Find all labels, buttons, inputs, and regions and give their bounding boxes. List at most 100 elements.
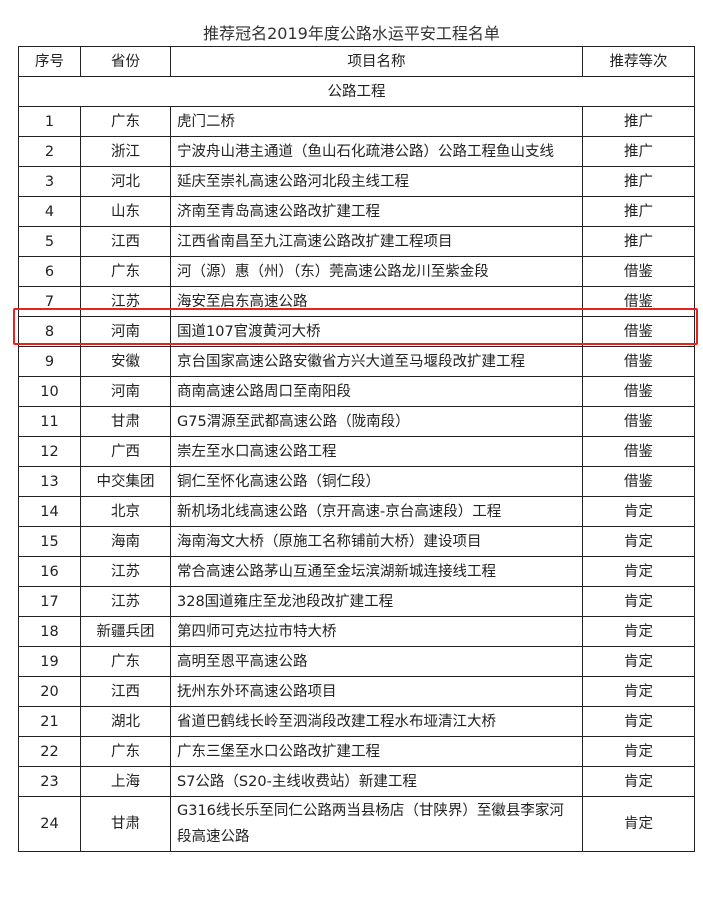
row-project: 京台国家高速公路安徽省方兴大道至马堰段改扩建工程 — [170, 346, 583, 377]
row-project: 商南高速公路周口至南阳段 — [170, 376, 583, 407]
row-level: 推广 — [582, 106, 695, 137]
row-project: 抚州东外环高速公路项目 — [170, 676, 583, 707]
row-number: 22 — [18, 736, 81, 767]
table-row: 5 江西 江西省南昌至九江高速公路改扩建工程项目 推广 — [18, 226, 695, 257]
row-number: 19 — [18, 646, 81, 677]
row-level: 肯定 — [582, 526, 695, 557]
table-row: 12 广西 崇左至水口高速公路工程 借鉴 — [18, 436, 695, 467]
row-project: G75渭源至武都高速公路（陇南段） — [170, 406, 583, 437]
row-project: 虎门二桥 — [170, 106, 583, 137]
table-row: 22 广东 广东三堡至水口公路改扩建工程 肯定 — [18, 736, 695, 767]
row-province: 浙江 — [80, 136, 171, 167]
table-row: 4 山东 济南至青岛高速公路改扩建工程 推广 — [18, 196, 695, 227]
row-project: 常合高速公路茅山互通至金坛滨湖新城连接线工程 — [170, 556, 583, 587]
table-row: 14 北京 新机场北线高速公路（京开高速-京台高速段）工程 肯定 — [18, 496, 695, 527]
row-level: 肯定 — [582, 496, 695, 527]
table-row: 13 中交集团 铜仁至怀化高速公路（铜仁段） 借鉴 — [18, 466, 695, 497]
row-province: 山东 — [80, 196, 171, 227]
table-row: 8 河南 国道107官渡黄河大桥 借鉴 — [18, 316, 695, 347]
row-project: 328国道雍庄至龙池段改扩建工程 — [170, 586, 583, 617]
row-level: 借鉴 — [582, 406, 695, 437]
row-province: 甘肃 — [80, 406, 171, 437]
row-level: 肯定 — [582, 706, 695, 737]
row-project: 铜仁至怀化高速公路（铜仁段） — [170, 466, 583, 497]
table-row: 10 河南 商南高速公路周口至南阳段 借鉴 — [18, 376, 695, 407]
row-number: 24 — [18, 796, 81, 852]
row-project: 高明至恩平高速公路 — [170, 646, 583, 677]
row-level: 肯定 — [582, 586, 695, 617]
row-number: 21 — [18, 706, 81, 737]
row-project: 济南至青岛高速公路改扩建工程 — [170, 196, 583, 227]
table-row: 20 江西 抚州东外环高速公路项目 肯定 — [18, 676, 695, 707]
row-number: 8 — [18, 316, 81, 347]
row-province: 北京 — [80, 496, 171, 527]
row-number: 3 — [18, 166, 81, 197]
row-number: 6 — [18, 256, 81, 287]
row-province: 河北 — [80, 166, 171, 197]
table-row: 16 江苏 常合高速公路茅山互通至金坛滨湖新城连接线工程 肯定 — [18, 556, 695, 587]
row-level: 肯定 — [582, 796, 695, 852]
row-project: 延庆至崇礼高速公路河北段主线工程 — [170, 166, 583, 197]
row-level: 借鉴 — [582, 436, 695, 467]
row-number: 20 — [18, 676, 81, 707]
row-project: 海南海文大桥（原施工名称铺前大桥）建设项目 — [170, 526, 583, 557]
row-project: S7公路（S20-主线收费站）新建工程 — [170, 766, 583, 797]
table-row: 3 河北 延庆至崇礼高速公路河北段主线工程 推广 — [18, 166, 695, 197]
table-row: 18 新疆兵团 第四师可克达拉市特大桥 肯定 — [18, 616, 695, 647]
row-level: 借鉴 — [582, 316, 695, 347]
row-level: 肯定 — [582, 676, 695, 707]
row-number: 10 — [18, 376, 81, 407]
row-province: 中交集团 — [80, 466, 171, 497]
section-title: 公路工程 — [18, 76, 695, 107]
row-number: 18 — [18, 616, 81, 647]
row-province: 河南 — [80, 376, 171, 407]
row-province: 上海 — [80, 766, 171, 797]
row-number: 15 — [18, 526, 81, 557]
row-project: 海安至启东高速公路 — [170, 286, 583, 317]
row-level: 借鉴 — [582, 256, 695, 287]
row-province: 江西 — [80, 676, 171, 707]
table-row: 1 广东 虎门二桥 推广 — [18, 106, 695, 137]
table-header: 序号 省份 项目名称 推荐等次 — [18, 46, 695, 77]
row-level: 肯定 — [582, 646, 695, 677]
row-province: 江苏 — [80, 586, 171, 617]
row-level: 借鉴 — [582, 346, 695, 377]
row-province: 广东 — [80, 256, 171, 287]
row-level: 肯定 — [582, 736, 695, 767]
row-project: G316线长乐至同仁公路两当县杨店（甘陕界）至徽县李家河段高速公路 — [170, 796, 583, 852]
header-project: 项目名称 — [170, 46, 583, 77]
row-level: 推广 — [582, 166, 695, 197]
row-province: 河南 — [80, 316, 171, 347]
table-row: 7 江苏 海安至启东高速公路 借鉴 — [18, 286, 695, 317]
table-row: 24 甘肃 G316线长乐至同仁公路两当县杨店（甘陕界）至徽县李家河段高速公路 肯定 — [18, 796, 695, 852]
row-number: 5 — [18, 226, 81, 257]
row-number: 1 — [18, 106, 81, 137]
table-row: 15 海南 海南海文大桥（原施工名称铺前大桥）建设项目 肯定 — [18, 526, 695, 557]
row-level: 肯定 — [582, 766, 695, 797]
row-project: 新机场北线高速公路（京开高速-京台高速段）工程 — [170, 496, 583, 527]
row-project: 第四师可克达拉市特大桥 — [170, 616, 583, 647]
row-project: 广东三堡至水口公路改扩建工程 — [170, 736, 583, 767]
row-province: 甘肃 — [80, 796, 171, 852]
table-row: 9 安徽 京台国家高速公路安徽省方兴大道至马堰段改扩建工程 借鉴 — [18, 346, 695, 377]
row-province: 湖北 — [80, 706, 171, 737]
header-level: 推荐等次 — [582, 46, 695, 77]
row-project: 省道巴鹤线长岭至泗淌段改建工程水布垭清江大桥 — [170, 706, 583, 737]
row-project: 宁波舟山港主通道（鱼山石化疏港公路）公路工程鱼山支线 — [170, 136, 583, 167]
project-table: 序号 省份 项目名称 推荐等次 公路工程 1 广东 虎门二桥 推广 2 浙江 宁波舟山港主通… — [18, 46, 695, 852]
row-number: 16 — [18, 556, 81, 587]
row-number: 23 — [18, 766, 81, 797]
row-number: 2 — [18, 136, 81, 167]
row-level: 肯定 — [582, 616, 695, 647]
row-province: 江西 — [80, 226, 171, 257]
row-project: 崇左至水口高速公路工程 — [170, 436, 583, 467]
row-number: 17 — [18, 586, 81, 617]
row-province: 江苏 — [80, 556, 171, 587]
row-province: 广东 — [80, 646, 171, 677]
table-row: 2 浙江 宁波舟山港主通道（鱼山石化疏港公路）公路工程鱼山支线 推广 — [18, 136, 695, 167]
row-level: 肯定 — [582, 556, 695, 587]
section-row: 公路工程 — [18, 76, 695, 107]
row-project: 江西省南昌至九江高速公路改扩建工程项目 — [170, 226, 583, 257]
row-province: 新疆兵团 — [80, 616, 171, 647]
row-level: 借鉴 — [582, 466, 695, 497]
